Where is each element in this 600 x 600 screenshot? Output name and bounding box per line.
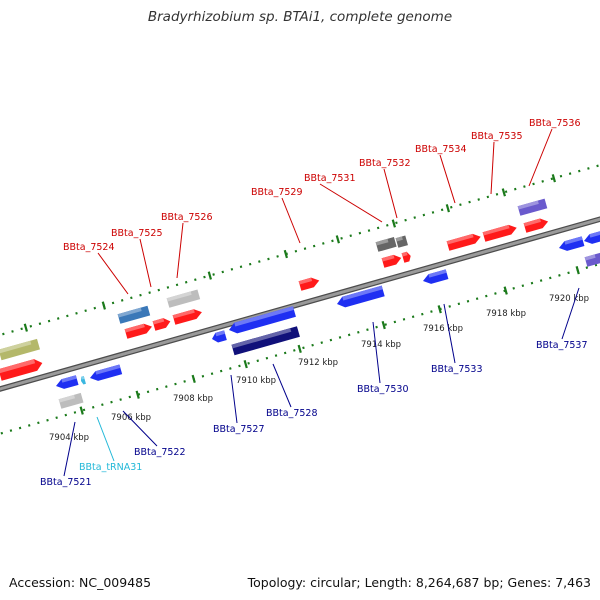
label-bbta-7524: BBta_7524: [63, 242, 115, 253]
gene-bbta-7532: [401, 251, 411, 263]
accession-text: Accession: NC_009485: [9, 575, 152, 590]
gene-bbta-7534: [446, 233, 481, 251]
label-bbta-7534: BBta_7534: [415, 144, 467, 155]
label-bbta-7533-leader: [443, 303, 456, 364]
label-bbta-7537: BBta_7537: [536, 340, 588, 351]
gene-feature-purple: [517, 198, 548, 216]
gene-bbta-7526: [172, 309, 202, 325]
label-bbta-7521-leader: [63, 421, 76, 477]
tick-label: 7910 kbp: [236, 376, 276, 386]
gene-bbta-7527a: [212, 330, 227, 343]
outer-major-tick: [101, 301, 106, 310]
gene-bbta-7527: [229, 306, 296, 334]
label-bbta-7527-leader: [230, 374, 238, 424]
gene-bbta-7523: [0, 359, 43, 381]
gene-bbta-7521: [56, 375, 79, 389]
label-bbta-7530-leader: [372, 321, 381, 384]
gene-feature-blue: [117, 305, 151, 324]
label-bbta-7521: BBta_7521: [40, 477, 92, 488]
label-bbta-7536-leader: [528, 128, 553, 187]
gene-feature-dark-grey: [375, 237, 397, 252]
outer-major-tick: [207, 271, 212, 280]
gene-feature-grey: [166, 289, 201, 308]
gene-feature-olive: [0, 338, 40, 361]
inner-major-tick: [243, 360, 248, 369]
label-bbta-7535: BBta_7535: [471, 131, 523, 142]
label-bbta-7522: BBta_7522: [134, 447, 186, 458]
map-title: Bradyrhizobium sp. BTAi1, complete genom…: [147, 9, 453, 25]
outer-major-tick: [335, 235, 340, 244]
inner-major-tick: [437, 305, 442, 314]
label-bbta-7529-leader: [281, 197, 301, 244]
label-bbta-7524-leader: [97, 252, 129, 295]
gene-feature-grey-reverse: [58, 392, 84, 409]
label-bbta-7531: BBta_7531: [304, 173, 356, 184]
label-bbta-7530: BBta_7530: [357, 384, 409, 395]
label-bbta-7536: BBta_7536: [529, 118, 581, 129]
gene-bbta-7522: [90, 364, 123, 381]
label-bbta-7528-leader: [272, 363, 292, 408]
inner-major-tick: [135, 390, 140, 399]
gene-bbta-7537b: [584, 230, 600, 244]
label-bbta-7537-leader: [561, 287, 580, 340]
outer-major-tick: [23, 323, 28, 332]
gene-bbta-7533: [423, 269, 449, 284]
label-bbta-7531-leader: [319, 183, 383, 223]
inner-major-tick: [381, 320, 386, 330]
outer-major-tick: [283, 249, 288, 259]
label-bbta-7525: BBta_7525: [111, 228, 163, 239]
label-bbta-trna31: BBta_tRNA31: [79, 462, 142, 473]
tick-label: 7912 kbp: [298, 358, 338, 368]
gene-feature-dark-grey-2: [395, 235, 408, 248]
label-bbta-trna31-leader: [96, 416, 115, 462]
backbone: [0, 217, 600, 391]
inner-major-tick: [79, 406, 84, 415]
label-bbta-7529: BBta_7529: [251, 187, 303, 198]
inner-major-tick: [191, 374, 196, 384]
tick-label: 7916 kbp: [423, 324, 463, 334]
label-bbta-7526: BBta_7526: [161, 212, 213, 223]
tick-label: 7920 kbp: [549, 294, 589, 304]
label-bbta-7522-leader: [122, 410, 158, 447]
tick-label: 7914 kbp: [361, 340, 401, 350]
tick-label: 7906 kbp: [111, 413, 151, 423]
label-bbta-7534-leader: [439, 154, 456, 204]
outer-major-tick: [445, 204, 450, 213]
inner-major-tick: [575, 266, 580, 275]
label-bbta-7525-leader: [139, 238, 152, 288]
inner-major-tick: [503, 286, 508, 295]
gene-bbta-7537: [559, 236, 585, 251]
gene-bbta-7531: [381, 254, 402, 268]
outer-major-tick: [501, 188, 506, 197]
inner-tick-ring: [0, 262, 600, 435]
gene-bbta-7525: [152, 318, 171, 331]
label-bbta-7535-leader: [490, 141, 495, 195]
gene-bbta-7524: [124, 323, 152, 339]
label-bbta-7527: BBta_7527: [213, 424, 265, 435]
gene-feature-purple-2: [584, 252, 600, 267]
gene-bbta-7529: [298, 277, 320, 291]
label-bbta-7533: BBta_7533: [431, 364, 483, 375]
label-bbta-7526-leader: [176, 222, 184, 279]
gene-bbta-7536: [523, 218, 549, 233]
label-bbta-7528: BBta_7528: [266, 408, 318, 419]
label-bbta-7532-leader: [383, 168, 398, 219]
outer-major-tick: [551, 174, 556, 183]
tick-label: 7904 kbp: [49, 433, 89, 443]
gene-bbta-trna31: [81, 376, 86, 385]
gene-bbta-7528: [231, 326, 300, 356]
tick-label: 7908 kbp: [173, 394, 213, 404]
label-bbta-7532: BBta_7532: [359, 158, 411, 169]
gene-bbta-7535: [482, 224, 517, 242]
tick-label: 7918 kbp: [486, 309, 526, 319]
outer-major-tick: [391, 219, 396, 228]
gene-bbta-7530: [337, 285, 385, 308]
inner-major-tick: [297, 344, 302, 354]
genome-summary-text: Topology: circular; Length: 8,264,687 bp…: [247, 575, 591, 590]
